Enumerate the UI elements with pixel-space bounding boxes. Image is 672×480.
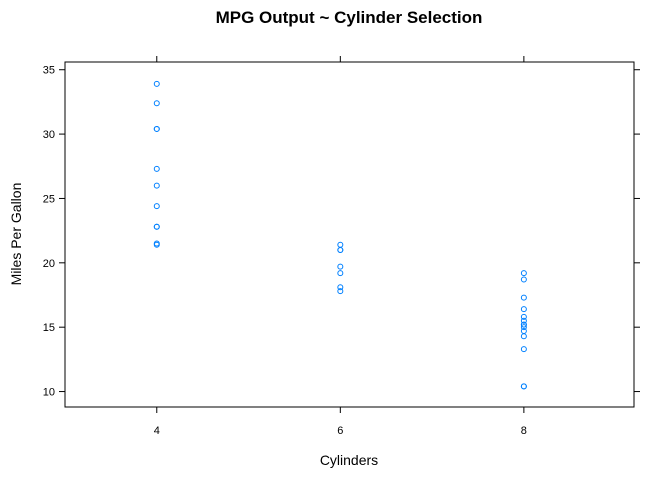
data-point <box>153 182 160 189</box>
data-point <box>520 306 527 313</box>
y-tick-label: 35 <box>43 65 55 77</box>
data-point <box>153 80 160 87</box>
data-point <box>337 284 344 291</box>
data-point <box>153 100 160 107</box>
data-point <box>520 321 527 328</box>
data-point <box>337 288 344 295</box>
data-point <box>337 270 344 277</box>
y-tick-label: 15 <box>43 322 55 334</box>
data-point <box>520 333 527 340</box>
data-point <box>520 383 527 390</box>
data-point <box>337 246 344 253</box>
data-point <box>520 346 527 353</box>
data-point <box>153 241 160 248</box>
data-point <box>520 294 527 301</box>
data-points <box>153 80 527 390</box>
data-point <box>153 223 160 230</box>
y-tick-label: 25 <box>43 193 55 205</box>
y-tick-label: 10 <box>43 387 55 399</box>
y-axis-label: Miles Per Gallon <box>8 183 24 286</box>
data-point <box>520 276 527 283</box>
chart-title: MPG Output ~ Cylinder Selection <box>216 8 483 27</box>
plot-frame <box>64 61 635 408</box>
data-point <box>153 203 160 210</box>
data-point <box>153 125 160 132</box>
data-point <box>520 328 527 335</box>
x-tick-label: 4 <box>154 425 160 437</box>
data-point <box>337 241 344 248</box>
x-axis-label: Cylinders <box>320 452 378 468</box>
data-point <box>520 324 527 331</box>
data-point <box>520 317 527 324</box>
y-tick-label: 30 <box>43 129 55 141</box>
data-point <box>520 270 527 277</box>
y-tick-label: 20 <box>43 258 55 270</box>
y-axis: 10 15 20 25 30 35 <box>43 65 640 399</box>
data-point <box>520 313 527 320</box>
x-tick-label: 8 <box>521 425 527 437</box>
data-point <box>337 263 344 270</box>
data-point <box>153 165 160 172</box>
x-axis: 4 6 8 <box>154 56 527 437</box>
x-tick-label: 6 <box>337 425 343 437</box>
